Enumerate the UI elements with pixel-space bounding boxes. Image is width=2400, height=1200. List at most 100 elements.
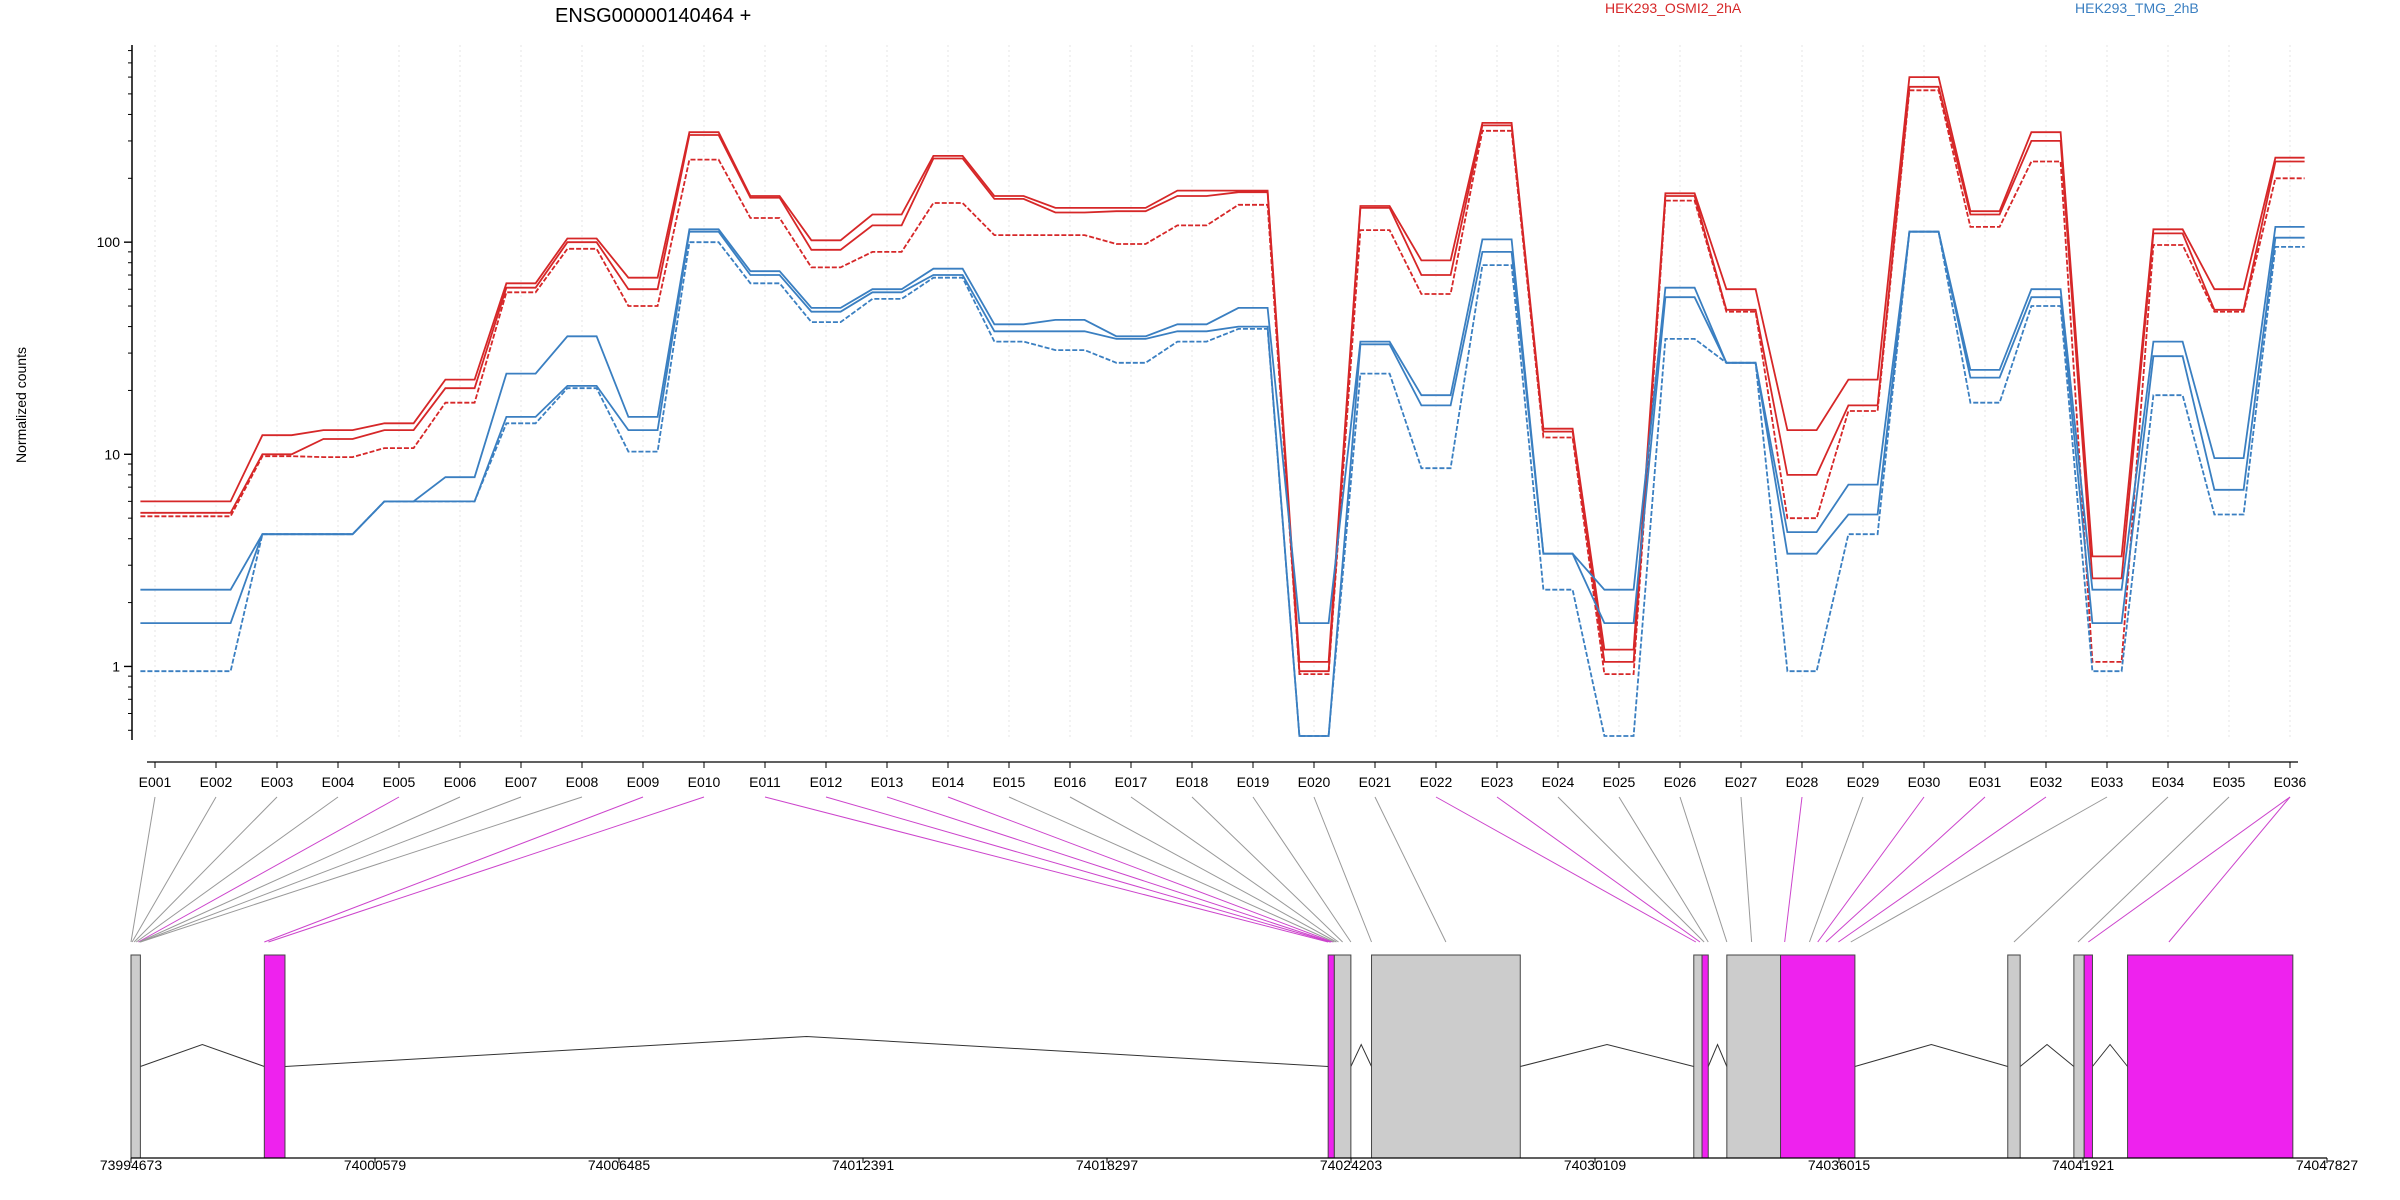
- exon-block: [1371, 954, 1521, 1159]
- exon-connector-e009: [264, 796, 644, 943]
- series-line-3: [140, 226, 2305, 624]
- exon-label-e010: E010: [688, 774, 721, 790]
- exon-label-e024: E024: [1542, 774, 1575, 790]
- x-axis-exon-labels: E001 E002 E003 E004 E005 E006 E007 E008 E009 E010…: [139, 761, 2307, 790]
- exon-connector-e031: [1825, 796, 1986, 943]
- series-line-2: [140, 89, 2305, 675]
- exon-label-e009: E009: [627, 774, 660, 790]
- exon-label-e014: E014: [932, 774, 965, 790]
- exon-block: [2083, 954, 2093, 1159]
- exon-label-e001: E001: [139, 774, 172, 790]
- exon-block: [1333, 954, 1352, 1159]
- exon-connector-e025: [1618, 796, 1709, 943]
- intron-line: [284, 1035, 1329, 1067]
- exon-connector-e018: [1191, 796, 1343, 943]
- exon-connector-e036b: [2168, 796, 2291, 943]
- exon-label-e026: E026: [1664, 774, 1697, 790]
- exon-label-e008: E008: [566, 774, 599, 790]
- exon-connector-e013: [886, 796, 1332, 943]
- exon-connector-e020: [1313, 796, 1372, 943]
- exon-connector-e033: [1850, 796, 2108, 943]
- genomic-tick-label: 74018297: [1076, 1157, 1139, 1173]
- series-line-4: [140, 230, 2305, 737]
- genomic-tick-label: 74030109: [1564, 1157, 1627, 1173]
- exon-connector-e035: [2077, 796, 2230, 943]
- legend-entry-tmg: HEK293_TMG_2hB: [2075, 0, 2199, 16]
- exon-label-e031: E031: [1969, 774, 2002, 790]
- exon-block: [1693, 954, 1703, 1159]
- exon-connector-e004: [135, 796, 339, 943]
- intron-line: [1854, 1043, 2008, 1067]
- exon-label-e020: E020: [1298, 774, 1331, 790]
- exon-label-e033: E033: [2091, 774, 2124, 790]
- genomic-tick-label: 74006485: [588, 1157, 651, 1173]
- exon-label-e023: E023: [1481, 774, 1514, 790]
- exon-connector-e002: [131, 796, 217, 943]
- exon-connector-e017: [1130, 796, 1339, 943]
- exon-label-e019: E019: [1237, 774, 1270, 790]
- exon-connector-e005: [138, 796, 400, 943]
- exon-label-e004: E004: [322, 774, 355, 790]
- exon-connector-e024: [1557, 796, 1705, 943]
- exon-block: [263, 954, 286, 1159]
- exon-label-e002: E002: [200, 774, 233, 790]
- exon-label-e025: E025: [1603, 774, 1636, 790]
- exon-label-e022: E022: [1420, 774, 1453, 790]
- exon-label-e030: E030: [1908, 774, 1941, 790]
- exon-connector-e011: [764, 796, 1329, 943]
- exon-block: [2073, 954, 2085, 1159]
- genomic-tick-label: 74024203: [1320, 1157, 1383, 1173]
- exon-label-e021: E021: [1359, 774, 1392, 790]
- exon-connector-e007: [139, 796, 522, 943]
- exon-block: [2007, 954, 2021, 1159]
- exon-label-e029: E029: [1847, 774, 1880, 790]
- exon-connector-e016: [1069, 796, 1337, 943]
- exon-block: [1780, 954, 1856, 1159]
- intron-line: [140, 1043, 265, 1067]
- intron-line: [2092, 1043, 2128, 1067]
- exon-label-e011: E011: [749, 774, 781, 790]
- exon-connector-e006: [138, 796, 461, 943]
- exon-label-e017: E017: [1115, 774, 1148, 790]
- gene-model: [130, 954, 2294, 1159]
- exon-connector-e028: [1784, 796, 1803, 943]
- exon-label-e027: E027: [1725, 774, 1758, 790]
- exon-label-e028: E028: [1786, 774, 1819, 790]
- exon-connector-e030: [1817, 796, 1925, 943]
- intron-line: [1707, 1043, 1728, 1067]
- legend-entry-osmi2: HEK293_OSMI2_2hA: [1605, 0, 1742, 16]
- exon-connector-e027: [1740, 796, 1753, 943]
- exon-block: [1701, 954, 1709, 1159]
- exon-block: [1327, 954, 1335, 1159]
- exon-label-e018: E018: [1176, 774, 1209, 790]
- exon-connector-e022: [1435, 796, 1697, 943]
- exon-label-e005: E005: [383, 774, 416, 790]
- genomic-tick-label: 74047827: [2296, 1157, 2359, 1173]
- intron-line: [2019, 1043, 2075, 1067]
- exon-connector-e008: [140, 796, 583, 943]
- exon-connector-e012: [825, 796, 1331, 943]
- exon-label-e034: E034: [2152, 774, 2185, 790]
- exon-label-e007: E007: [505, 774, 538, 790]
- intron-line: [1350, 1043, 1372, 1067]
- exon-connector-e014: [947, 796, 1333, 943]
- exon-connector-e029: [1808, 796, 1864, 943]
- exon-label-e016: E016: [1054, 774, 1087, 790]
- exon-connector-e003: [133, 796, 278, 943]
- exon-label-e013: E013: [871, 774, 904, 790]
- genomic-tick-label: 74041921: [2052, 1157, 2115, 1173]
- genomic-tick-label: 74012391: [832, 1157, 895, 1173]
- exon-connector-lines: [130, 796, 2291, 943]
- exon-connector-e019: [1252, 796, 1352, 943]
- series-lines: [140, 76, 2305, 737]
- genomic-tick-label: 74036015: [1808, 1157, 1871, 1173]
- y-axis: 1 10 100: [97, 45, 133, 740]
- y-tick-label: 1: [112, 658, 120, 674]
- exon-connector-e023: [1496, 796, 1701, 943]
- exon-connector-e026: [1679, 796, 1728, 943]
- genomic-tick-label: 73994673: [100, 1157, 163, 1173]
- exon-label-e015: E015: [993, 774, 1026, 790]
- exon-label-e006: E006: [444, 774, 477, 790]
- exon-connector-e001: [130, 796, 156, 943]
- intron-line: [1520, 1043, 1694, 1067]
